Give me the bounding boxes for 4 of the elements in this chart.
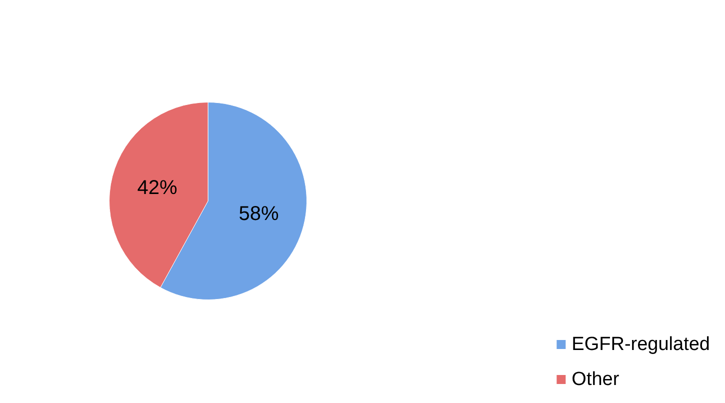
data-label: 58% [238,203,279,226]
legend-label: Other [572,369,620,390]
legend-label: EGFR-regulated [572,334,710,355]
data-label: 42% [137,176,178,199]
